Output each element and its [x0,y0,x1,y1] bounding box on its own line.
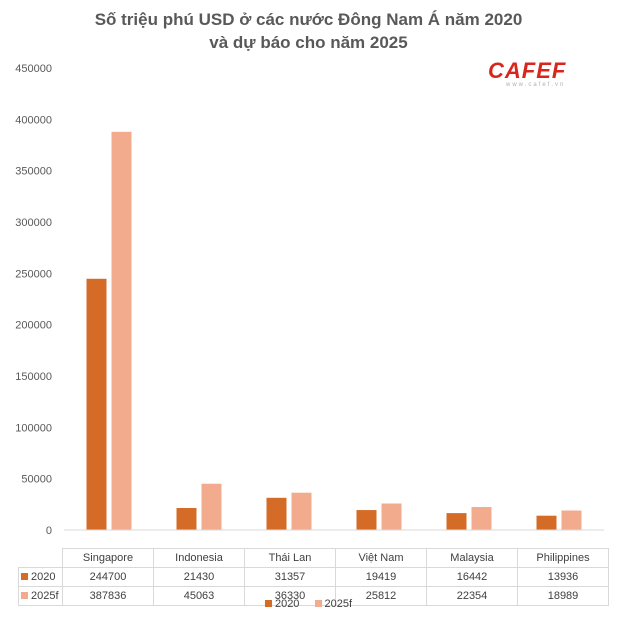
bar-2020-2 [266,497,287,530]
bar-2020-5 [536,515,557,530]
y-tick-label: 100000 [15,422,52,434]
legend-label: 2020 [274,598,300,610]
y-tick-label: 250000 [15,268,52,280]
bar-2020-0 [86,278,107,530]
chart-title: Số triệu phú USD ở các nước Đông Nam Á n… [0,8,617,54]
y-tick-label: 300000 [15,217,52,229]
bar-2025f-0 [111,131,132,530]
table-corner [19,549,63,568]
bar-2025f-2 [291,492,312,530]
legend-label: 2025f [324,598,353,610]
bar-2020-4 [446,513,467,530]
table-cell: 31357 [244,567,336,587]
cafef-logo: CAFEF www.cafef.vn [488,58,606,88]
logo-text: CAFEF [488,58,567,83]
chart-title-line2: và dự báo cho năm 2025 [209,33,408,52]
y-tick-label: 150000 [15,371,52,383]
table-cell: 387836 [62,586,154,606]
y-tick-label: 450000 [15,63,52,75]
row-label: 2020 [31,571,56,583]
y-axis: 450000 400000 350000 300000 250000 200000 1500… [15,63,52,537]
y-tick-label: 350000 [15,166,52,178]
row-legend-2020: 2020 [18,567,63,587]
swatch-2020 [21,573,28,580]
category-label: Malaysia [426,548,518,568]
data-table: Singapore Indonesia Thái Lan Việt Nam Ma… [18,548,609,606]
table-cell: 19419 [335,567,427,587]
category-label: Singapore [62,548,154,568]
legend-swatch-2020 [264,600,272,607]
y-tick-label: 200000 [15,320,52,332]
y-tick-label: 0 [46,525,52,537]
category-label: Việt Nam [335,548,427,568]
table-cell: 18989 [517,586,609,606]
row-legend-2025f: 2025f [18,586,63,606]
category-label: Indonesia [153,548,245,568]
table-cell: 16442 [426,567,518,587]
bar-2025f-1 [201,483,222,530]
bar-2025f-5 [561,510,582,530]
bar-2025f-4 [471,507,492,530]
table-row-2020: 2020 244700 21430 31357 19419 16442 1393… [18,567,609,587]
category-label: Philippines [517,548,609,568]
table-cell: 45063 [153,586,245,606]
table-cell: 244700 [62,567,154,587]
bar-2025f-3 [381,503,402,530]
legend: 2020 2025f [0,598,617,610]
bar-chart: 450000 400000 350000 300000 250000 200000 1500… [15,63,604,537]
y-tick-label: 400000 [15,114,52,126]
legend-swatch-2025f [314,600,322,607]
table-header-row: Singapore Indonesia Thái Lan Việt Nam Ma… [19,548,609,568]
y-tick-label: 50000 [21,474,52,486]
table-cell: 13936 [517,567,609,587]
chart-title-line1: Số triệu phú USD ở các nước Đông Nam Á n… [94,10,523,29]
logo-subtext: www.cafef.vn [506,82,566,88]
table-cell: 21430 [153,567,245,587]
bars [86,131,582,530]
table-cell: 22354 [426,586,518,606]
legend-item-2020: 2020 [264,598,300,610]
table-row-2025f: 2025f 387836 45063 36330 25812 22354 189… [18,586,609,606]
bar-2020-1 [176,507,197,530]
swatch-2025f [21,592,28,599]
row-label: 2025f [31,590,59,602]
legend-item-2025f: 2025f [314,598,353,610]
bar-2020-3 [356,510,377,530]
table-cell: 25812 [335,586,427,606]
category-label: Thái Lan [244,548,336,568]
